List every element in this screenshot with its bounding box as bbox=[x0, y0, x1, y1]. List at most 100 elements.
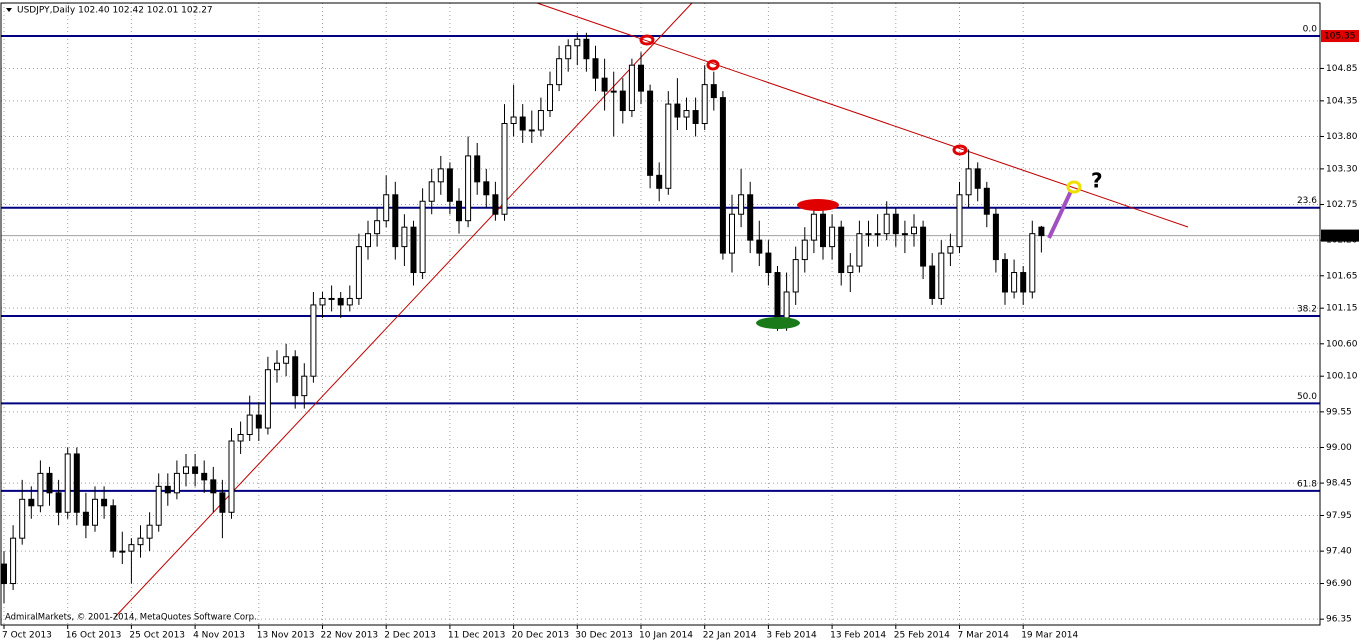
candle-body bbox=[510, 116, 517, 125]
candle-body bbox=[501, 123, 508, 215]
candle-body bbox=[901, 233, 908, 236]
level-price-box bbox=[1321, 30, 1359, 43]
candle-body bbox=[328, 297, 335, 300]
fib-levels: 0.0 23.6 38.2 50.0 61.8 bbox=[1, 25, 1320, 492]
x-tick-label: 13 Nov 2013 bbox=[257, 631, 315, 641]
annotation: ? bbox=[1091, 169, 1103, 193]
y-tick-label: 99.55 bbox=[1326, 407, 1352, 417]
candle-body bbox=[847, 265, 854, 274]
candle-body bbox=[164, 485, 171, 494]
x-tick-label: 3 Feb 2014 bbox=[766, 631, 817, 641]
candle-body bbox=[965, 168, 972, 196]
marker bbox=[952, 144, 968, 156]
candle-body bbox=[183, 466, 189, 474]
candle-body bbox=[228, 440, 235, 513]
grid bbox=[1, 3, 1320, 625]
y-tick-label: 102.75 bbox=[1326, 200, 1358, 210]
candle-body bbox=[82, 511, 89, 526]
candle-body bbox=[774, 272, 781, 319]
y-tick-label: 97.95 bbox=[1326, 511, 1352, 521]
candle-body bbox=[374, 220, 381, 235]
x-tick-label: 10 Jan 2014 bbox=[639, 631, 693, 641]
candle-body bbox=[292, 356, 299, 397]
candle-body bbox=[829, 226, 836, 248]
fib-level-label: 50.0 bbox=[1297, 392, 1317, 402]
candle-body bbox=[674, 103, 681, 118]
candle-body bbox=[820, 213, 826, 248]
candle-body bbox=[747, 194, 754, 241]
candle-body bbox=[410, 226, 417, 274]
x-tick-label: 30 Dec 2013 bbox=[575, 631, 633, 641]
candle-body bbox=[28, 498, 35, 507]
candle-body bbox=[210, 479, 217, 494]
candles bbox=[1, 32, 1045, 603]
candle-body bbox=[792, 259, 799, 293]
y-tick-label: 98.45 bbox=[1326, 479, 1352, 489]
candle-body bbox=[947, 246, 954, 254]
footer: AdmiralMarkets, © 2001-2014, MetaQuotes … bbox=[5, 613, 257, 623]
axes: 96.35 96.90 97.40 97.95 98.45 99.00 99.55 100.1… bbox=[2, 30, 1359, 641]
candle-body bbox=[92, 498, 98, 526]
candle-body bbox=[601, 77, 608, 92]
candle-body bbox=[173, 472, 180, 494]
candle-body bbox=[10, 537, 17, 585]
candle-body bbox=[465, 155, 472, 222]
candle-body bbox=[1029, 233, 1036, 293]
candle-body bbox=[101, 498, 108, 507]
candle-body bbox=[319, 297, 326, 306]
candle-body bbox=[237, 434, 244, 442]
candle-body bbox=[583, 38, 590, 60]
candle-body bbox=[547, 84, 553, 112]
candle-body bbox=[192, 466, 199, 474]
candle-body bbox=[519, 116, 526, 131]
candle-body bbox=[110, 505, 117, 552]
candle-body bbox=[1038, 226, 1045, 237]
candle-body bbox=[155, 485, 162, 526]
support-marker bbox=[756, 317, 800, 329]
candle-body bbox=[628, 64, 635, 112]
candle-body bbox=[528, 129, 535, 132]
x-tick-label: 7 Oct 2013 bbox=[2, 631, 52, 641]
candle-body bbox=[64, 453, 71, 513]
candle-body bbox=[146, 524, 153, 539]
y-tick-label: 103.30 bbox=[1326, 164, 1358, 174]
marker bbox=[639, 34, 655, 46]
marker bbox=[706, 59, 720, 71]
x-tick-label: 20 Dec 2013 bbox=[512, 631, 569, 641]
candle-body bbox=[874, 233, 881, 236]
candle-body bbox=[437, 168, 444, 183]
candle-body bbox=[401, 226, 408, 248]
candle-body bbox=[337, 297, 344, 306]
y-tick-label: 100.60 bbox=[1326, 339, 1358, 349]
candle-body bbox=[119, 550, 126, 553]
y-tick-label: 101.15 bbox=[1326, 304, 1358, 314]
candle-body bbox=[574, 38, 581, 47]
candle-body bbox=[865, 233, 872, 236]
candle-body bbox=[756, 239, 763, 254]
candle-body bbox=[55, 492, 62, 513]
candle-body bbox=[856, 233, 863, 267]
candle-body bbox=[19, 498, 26, 539]
candle-body bbox=[619, 90, 626, 112]
candle-body bbox=[383, 194, 390, 222]
y-tick-label: 104.85 bbox=[1326, 64, 1358, 74]
candle-body bbox=[638, 64, 644, 92]
candle-body bbox=[565, 45, 572, 60]
y-tick-label: 101.65 bbox=[1326, 271, 1358, 281]
candle-body bbox=[929, 265, 936, 299]
candle-body bbox=[537, 110, 544, 131]
x-tick-label: 2 Dec 2013 bbox=[384, 631, 436, 641]
candle-body bbox=[956, 194, 963, 248]
candle-body bbox=[610, 90, 617, 93]
y-tick-label: 96.90 bbox=[1326, 579, 1352, 589]
x-tick-label: 16 Oct 2013 bbox=[66, 631, 122, 641]
candle-body bbox=[992, 213, 999, 261]
x-tick-label: 25 Feb 2014 bbox=[894, 631, 950, 641]
x-tick-label: 22 Jan 2014 bbox=[703, 631, 757, 641]
plot-frame bbox=[0, 2, 1321, 626]
candle-body bbox=[1002, 259, 1008, 293]
candle-body bbox=[219, 492, 226, 513]
candle-body bbox=[446, 168, 453, 202]
candle-body bbox=[938, 252, 945, 299]
